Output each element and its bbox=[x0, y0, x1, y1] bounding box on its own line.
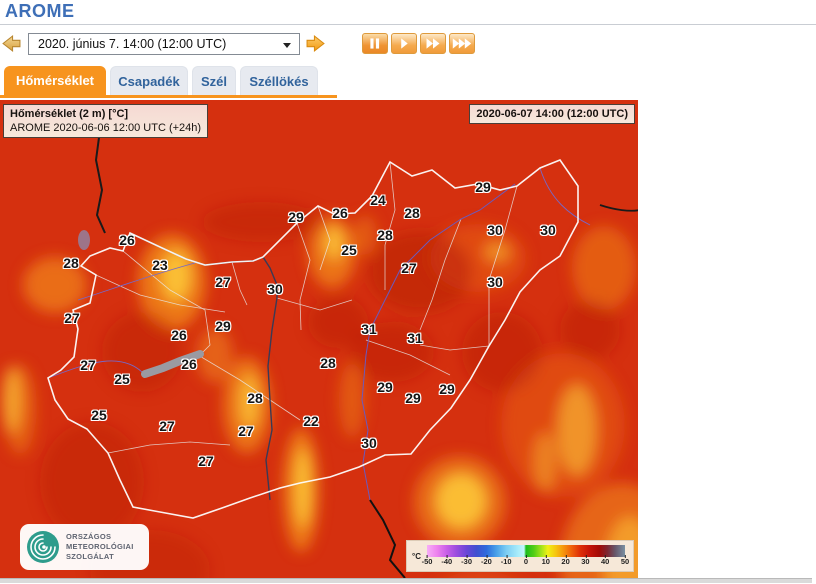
scale-tick-label: 0 bbox=[523, 555, 529, 566]
map-model-run: AROME 2020-06-06 12:00 UTC (+24h) bbox=[10, 122, 202, 134]
hungary-border bbox=[47, 159, 579, 519]
temperature-value: 25 bbox=[341, 242, 357, 258]
temperature-value: 29 bbox=[377, 379, 393, 395]
temperature-value: 23 bbox=[152, 257, 168, 273]
color-scale-ticks: -50 -40 -30 -20 -10 0 10 20 30 40 50 bbox=[422, 555, 629, 568]
skip-forward-icon bbox=[452, 38, 472, 49]
active-tab-underline bbox=[0, 95, 337, 98]
scale-tick-label: -30 bbox=[461, 555, 473, 566]
omsz-logo: ORSZÁGOS METEOROLÓGIAI SZOLGÁLAT bbox=[20, 524, 149, 570]
temperature-value: 25 bbox=[114, 371, 130, 387]
map-parameter-title: Hőmérséklet (2 m) [°C] bbox=[10, 108, 129, 120]
temperature-value: 30 bbox=[267, 281, 283, 297]
lake-ferto bbox=[78, 230, 90, 250]
scale-tick-label: 20 bbox=[561, 555, 570, 566]
temperature-value: 28 bbox=[377, 227, 393, 243]
temperature-value: 31 bbox=[361, 321, 377, 337]
temperature-value: 31 bbox=[407, 330, 423, 346]
logo-text-line: ORSZÁGOS bbox=[66, 531, 112, 541]
temperature-value: 29 bbox=[405, 390, 421, 406]
pause-button[interactable] bbox=[362, 33, 388, 54]
temperature-value: 28 bbox=[404, 205, 420, 221]
omsz-logo-icon bbox=[27, 531, 59, 563]
map-legend-box: Hőmérséklet (2 m) [°C] AROME 2020-06-06 … bbox=[3, 104, 209, 138]
parameter-tabs: Hőmérséklet Csapadék Szél Széllökés bbox=[4, 66, 318, 95]
page-title: AROME bbox=[5, 1, 75, 21]
temperature-value: 30 bbox=[487, 222, 503, 238]
map-valid-time: 2020-06-07 14:00 (12:00 UTC) bbox=[469, 104, 635, 124]
scale-tick-label: 30 bbox=[581, 555, 590, 566]
temperature-value: 26 bbox=[181, 356, 197, 372]
chevron-down-icon bbox=[283, 43, 291, 48]
datetime-dropdown[interactable]: 2020. június 7. 14:00 (12:00 UTC) bbox=[28, 33, 300, 55]
scale-tick-label: -20 bbox=[480, 555, 492, 566]
lake-balaton bbox=[141, 350, 204, 378]
color-scale-gradient bbox=[427, 545, 625, 557]
temperature-value: 30 bbox=[487, 274, 503, 290]
pause-icon bbox=[370, 38, 380, 49]
temperature-value: 28 bbox=[63, 255, 79, 271]
previous-time-arrow-icon[interactable] bbox=[2, 34, 21, 53]
logo-text-line: METEOROLÓGIAI bbox=[66, 541, 134, 551]
temperature-value: 27 bbox=[198, 453, 214, 469]
temperature-value: 30 bbox=[361, 435, 377, 451]
fast-forward-button[interactable] bbox=[420, 33, 446, 54]
temperature-value: 28 bbox=[320, 355, 336, 371]
temperature-value: 29 bbox=[288, 209, 304, 225]
temperature-value: 27 bbox=[80, 357, 96, 373]
temperature-value: 22 bbox=[303, 413, 319, 429]
tab-hőmérséklet[interactable]: Hőmérséklet bbox=[4, 66, 106, 95]
scale-tick-label: 50 bbox=[620, 555, 630, 566]
tab-szél[interactable]: Szél bbox=[192, 66, 236, 95]
skip-forward-button[interactable] bbox=[449, 33, 475, 54]
playback-controls bbox=[362, 33, 475, 54]
page-bottom-divider bbox=[0, 578, 812, 583]
temperature-value: 27 bbox=[215, 274, 231, 290]
fast-forward-icon bbox=[426, 38, 440, 49]
temperature-value: 28 bbox=[247, 390, 263, 406]
temperature-value: 26 bbox=[171, 327, 187, 343]
color-scale: °C -50 -40 -30 -20 -10 0 10 20 30 40 50 bbox=[406, 540, 634, 572]
logo-text-line: SZOLGÁLAT bbox=[66, 552, 114, 562]
temperature-value: 27 bbox=[159, 418, 175, 434]
scale-tick-label: -40 bbox=[441, 555, 453, 566]
forecast-map: Hőmérséklet (2 m) [°C] AROME 2020-06-06 … bbox=[0, 100, 638, 578]
scale-tick-label: -50 bbox=[421, 555, 433, 566]
temperature-value: 29 bbox=[475, 179, 491, 195]
color-scale-unit: °C bbox=[412, 551, 421, 561]
tab-csapadék[interactable]: Csapadék bbox=[110, 66, 188, 95]
map-graphic bbox=[0, 100, 638, 578]
next-time-arrow-icon[interactable] bbox=[306, 34, 325, 53]
temperature-value: 27 bbox=[401, 260, 417, 276]
play-button[interactable] bbox=[391, 33, 417, 54]
tab-széllökés[interactable]: Széllökés bbox=[240, 66, 318, 95]
temperature-value: 26 bbox=[332, 205, 348, 221]
scale-tick-label: 40 bbox=[601, 555, 610, 566]
temperature-value: 27 bbox=[238, 423, 254, 439]
temperature-value: 29 bbox=[215, 318, 231, 334]
header-divider bbox=[0, 24, 816, 25]
temperature-value: 25 bbox=[91, 407, 107, 423]
omsz-logo-text: ORSZÁGOS METEOROLÓGIAI SZOLGÁLAT bbox=[66, 532, 134, 562]
temperature-value: 29 bbox=[439, 381, 455, 397]
play-icon bbox=[401, 38, 408, 49]
scale-tick-label: -10 bbox=[500, 555, 512, 566]
scale-tick-label: 10 bbox=[541, 555, 550, 566]
temperature-value: 30 bbox=[540, 222, 556, 238]
datetime-dropdown-value: 2020. június 7. 14:00 (12:00 UTC) bbox=[38, 37, 227, 51]
tisza-river bbox=[361, 183, 516, 501]
temperature-value: 27 bbox=[64, 310, 80, 326]
temperature-value: 24 bbox=[370, 192, 386, 208]
temperature-value: 26 bbox=[119, 232, 135, 248]
county-borders bbox=[95, 161, 518, 454]
